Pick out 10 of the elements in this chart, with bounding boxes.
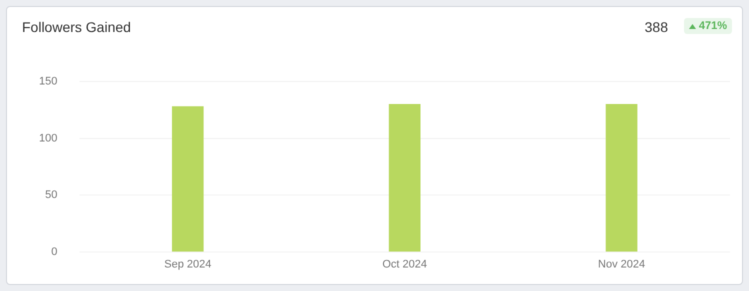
text: 388 — [644, 19, 668, 35]
y-tick-label: 0 — [51, 246, 58, 258]
x-tick-label: Sep 2024 — [164, 258, 212, 270]
x-tick-label: Nov 2024 — [598, 258, 646, 270]
y-tick-label: 150 — [38, 76, 58, 88]
text: 471% — [698, 20, 727, 32]
y-tick-label: 50 — [45, 189, 58, 202]
y-tick-label: 100 — [38, 132, 58, 144]
x-tick-label: Oct 2024 — [382, 258, 427, 270]
chart-title: Followers Gained — [22, 19, 131, 35]
